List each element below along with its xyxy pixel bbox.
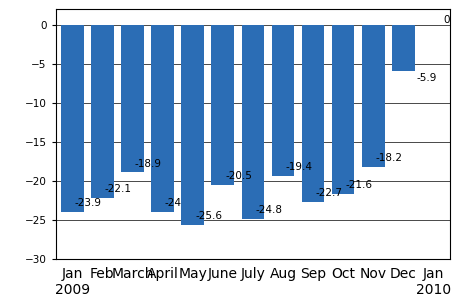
Bar <box>61 25 83 212</box>
Text: -21.6: -21.6 <box>345 180 372 190</box>
Text: 0: 0 <box>443 15 449 25</box>
Text: -22.7: -22.7 <box>315 188 342 198</box>
Text: -5.9: -5.9 <box>415 73 436 83</box>
Bar <box>331 25 354 194</box>
Text: -18.2: -18.2 <box>375 153 402 163</box>
Bar <box>181 25 204 225</box>
Bar <box>151 25 174 212</box>
Bar <box>241 25 263 219</box>
Text: -18.9: -18.9 <box>135 159 162 169</box>
Bar <box>391 25 414 71</box>
Bar <box>361 25 384 167</box>
Text: -24: -24 <box>165 199 181 208</box>
Text: -22.1: -22.1 <box>105 184 131 194</box>
Text: -24.8: -24.8 <box>255 205 282 215</box>
Text: -20.5: -20.5 <box>225 171 251 181</box>
Text: -19.4: -19.4 <box>285 163 312 173</box>
Bar <box>211 25 233 185</box>
Bar <box>301 25 324 202</box>
Bar <box>271 25 294 176</box>
Text: -25.6: -25.6 <box>194 211 222 221</box>
Text: -23.9: -23.9 <box>75 198 101 208</box>
Bar <box>121 25 144 173</box>
Bar <box>91 25 113 198</box>
